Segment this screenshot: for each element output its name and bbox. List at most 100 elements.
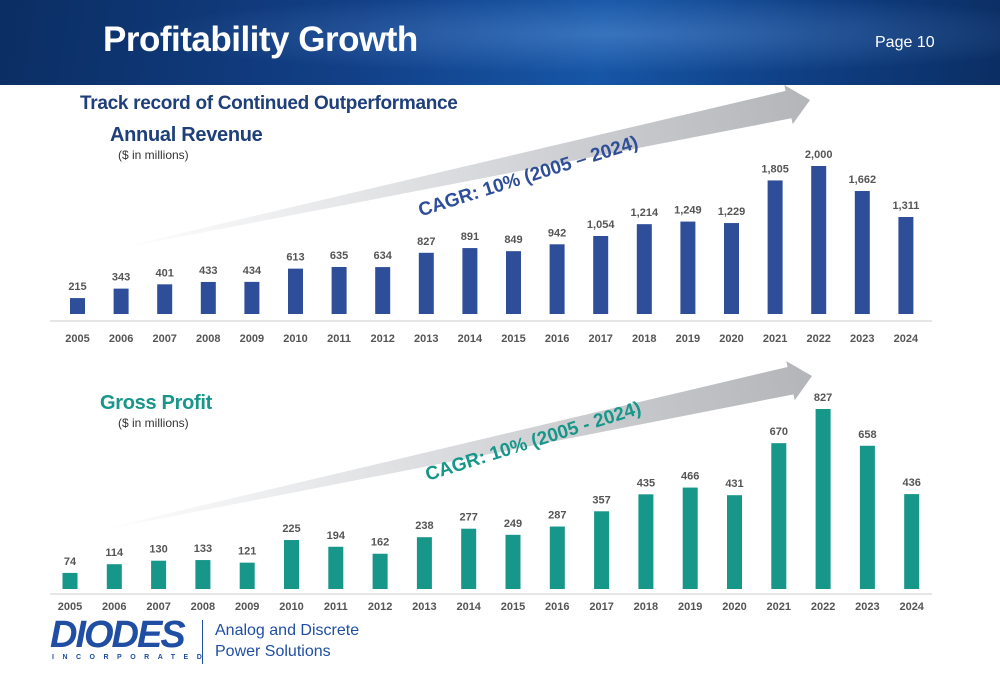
gross-profit-tick-label-2018: 2018 <box>634 601 658 613</box>
gross-profit-bar-2007 <box>151 560 167 589</box>
revenue-tick-label-2014: 2014 <box>458 333 483 345</box>
revenue-bar-2005 <box>70 298 85 314</box>
revenue-bar-2015 <box>506 251 521 314</box>
revenue-bar-2010 <box>288 268 303 314</box>
revenue-tick-label-2020: 2020 <box>719 333 743 345</box>
gross-profit-data-label-2013: 238 <box>415 520 433 532</box>
logo-subtext: INCORPORATED <box>52 654 211 661</box>
gross-profit-bar-2013 <box>416 537 432 589</box>
gross-profit-tick-label-2014: 2014 <box>456 601 481 613</box>
revenue-bar-2018 <box>636 224 652 314</box>
gross-profit-data-label-2022: 827 <box>814 392 832 404</box>
gross-profit-data-label-2015: 249 <box>504 518 522 530</box>
revenue-bar-2008 <box>200 281 216 314</box>
gross-profit-tick-label-2021: 2021 <box>767 601 791 613</box>
revenue-data-label-2017: 1,054 <box>587 219 615 231</box>
gross-profit-bar-2010 <box>284 540 299 589</box>
revenue-bar-2017 <box>593 236 609 314</box>
revenue-data-label-2014: 891 <box>461 231 479 243</box>
revenue-bar-2022 <box>811 166 827 314</box>
gross-profit-chart-title: Gross Profit <box>100 392 212 414</box>
gross-profit-data-label-2011: 194 <box>327 530 346 542</box>
gross-profit-cagr-annotation: CAGR: 10% (2005 - 2024) <box>423 398 644 486</box>
header-banner <box>0 0 1000 85</box>
gross-profit-tick-label-2022: 2022 <box>811 601 835 613</box>
gross-profit-bar-2009 <box>239 562 255 589</box>
gross-profit-tick-label-2008: 2008 <box>191 601 215 613</box>
gross-profit-chart-unit: ($ in millions) <box>118 416 189 430</box>
company-logo: DIODES INCORPORATED Analog and Discrete … <box>50 614 370 668</box>
gross-profit-tick-label-2017: 2017 <box>589 601 613 613</box>
revenue-chart-title: Annual Revenue <box>110 124 263 146</box>
revenue-tick-label-2024: 2024 <box>894 333 919 345</box>
gross-profit-tick-label-2012: 2012 <box>368 601 392 613</box>
gross-profit-data-label-2018: 435 <box>637 477 655 489</box>
gross-profit-data-label-2017: 357 <box>592 494 610 506</box>
revenue-data-label-2021: 1,805 <box>761 163 789 175</box>
revenue-data-label-2018: 1,214 <box>631 207 659 219</box>
gross-profit-data-label-2016: 287 <box>548 510 566 522</box>
gross-profit-tick-label-2019: 2019 <box>678 601 702 613</box>
revenue-bar-2024 <box>898 216 914 314</box>
gross-profit-data-label-2021: 670 <box>770 426 788 438</box>
revenue-bar-2020 <box>724 223 739 314</box>
revenue-data-label-2010: 613 <box>286 252 304 264</box>
gross-profit-tick-label-2015: 2015 <box>501 601 525 613</box>
gross-profit-data-label-2009: 121 <box>238 546 256 558</box>
revenue-tick-label-2017: 2017 <box>588 333 612 345</box>
logo-divider <box>202 620 203 664</box>
revenue-data-label-2012: 634 <box>374 250 393 262</box>
revenue-tick-label-2021: 2021 <box>763 333 787 345</box>
gross-profit-tick-label-2009: 2009 <box>235 601 259 613</box>
gross-profit-data-label-2012: 162 <box>371 537 389 549</box>
revenue-data-label-2009: 434 <box>243 265 262 277</box>
revenue-data-label-2020: 1,229 <box>718 206 746 218</box>
revenue-tick-label-2022: 2022 <box>806 333 830 345</box>
revenue-data-label-2006: 343 <box>112 272 130 284</box>
revenue-chart-unit: ($ in millions) <box>118 148 189 162</box>
gross-profit-bar-2015 <box>505 534 521 589</box>
logo-wordmark: DIODES <box>50 614 186 656</box>
gross-profit-tick-label-2013: 2013 <box>412 601 436 613</box>
gross-profit-data-label-2006: 114 <box>105 547 124 559</box>
revenue-tick-label-2006: 2006 <box>109 333 133 345</box>
revenue-cagr-arrow <box>119 85 810 249</box>
revenue-tick-label-2016: 2016 <box>545 333 569 345</box>
gross-profit-data-label-2007: 130 <box>149 544 167 556</box>
revenue-tick-label-2008: 2008 <box>196 333 220 345</box>
gross-profit-tick-label-2006: 2006 <box>102 601 126 613</box>
revenue-bar-2007 <box>157 284 173 314</box>
revenue-tick-label-2010: 2010 <box>283 333 307 345</box>
gross-profit-bar-2016 <box>549 526 565 589</box>
revenue-bar-2023 <box>854 191 870 314</box>
gross-profit-data-label-2020: 431 <box>725 478 743 490</box>
gross-profit-data-label-2024: 436 <box>903 477 921 489</box>
revenue-data-label-2019: 1,249 <box>674 205 702 217</box>
gross-profit-bar-2022 <box>815 409 831 589</box>
revenue-tick-label-2023: 2023 <box>850 333 874 345</box>
revenue-data-label-2005: 215 <box>68 281 86 293</box>
revenue-bar-2011 <box>331 267 347 314</box>
revenue-bar-2009 <box>244 281 260 314</box>
gross-profit-bar-2023 <box>859 445 875 589</box>
revenue-data-label-2023: 1,662 <box>849 174 877 186</box>
gross-profit-tick-label-2016: 2016 <box>545 601 569 613</box>
gross-profit-bar-2006 <box>106 564 122 589</box>
gross-profit-tick-label-2024: 2024 <box>899 601 924 613</box>
revenue-tick-label-2009: 2009 <box>240 333 264 345</box>
revenue-bar-2013 <box>418 252 434 314</box>
revenue-bar-2021 <box>767 180 783 314</box>
gross-profit-bar-2008 <box>195 560 211 589</box>
revenue-bar-2019 <box>680 221 696 314</box>
gross-profit-data-label-2005: 74 <box>64 556 77 568</box>
revenue-tick-label-2011: 2011 <box>327 333 351 345</box>
revenue-tick-label-2019: 2019 <box>676 333 700 345</box>
gross-profit-bar-2021 <box>771 443 787 589</box>
gross-profit-bar-2012 <box>372 553 388 589</box>
gross-profit-data-label-2019: 466 <box>681 471 699 483</box>
revenue-bar-2014 <box>462 248 478 314</box>
revenue-data-label-2013: 827 <box>417 236 435 248</box>
gross-profit-bar-2005 <box>62 572 78 589</box>
revenue-data-label-2011: 635 <box>330 250 348 262</box>
